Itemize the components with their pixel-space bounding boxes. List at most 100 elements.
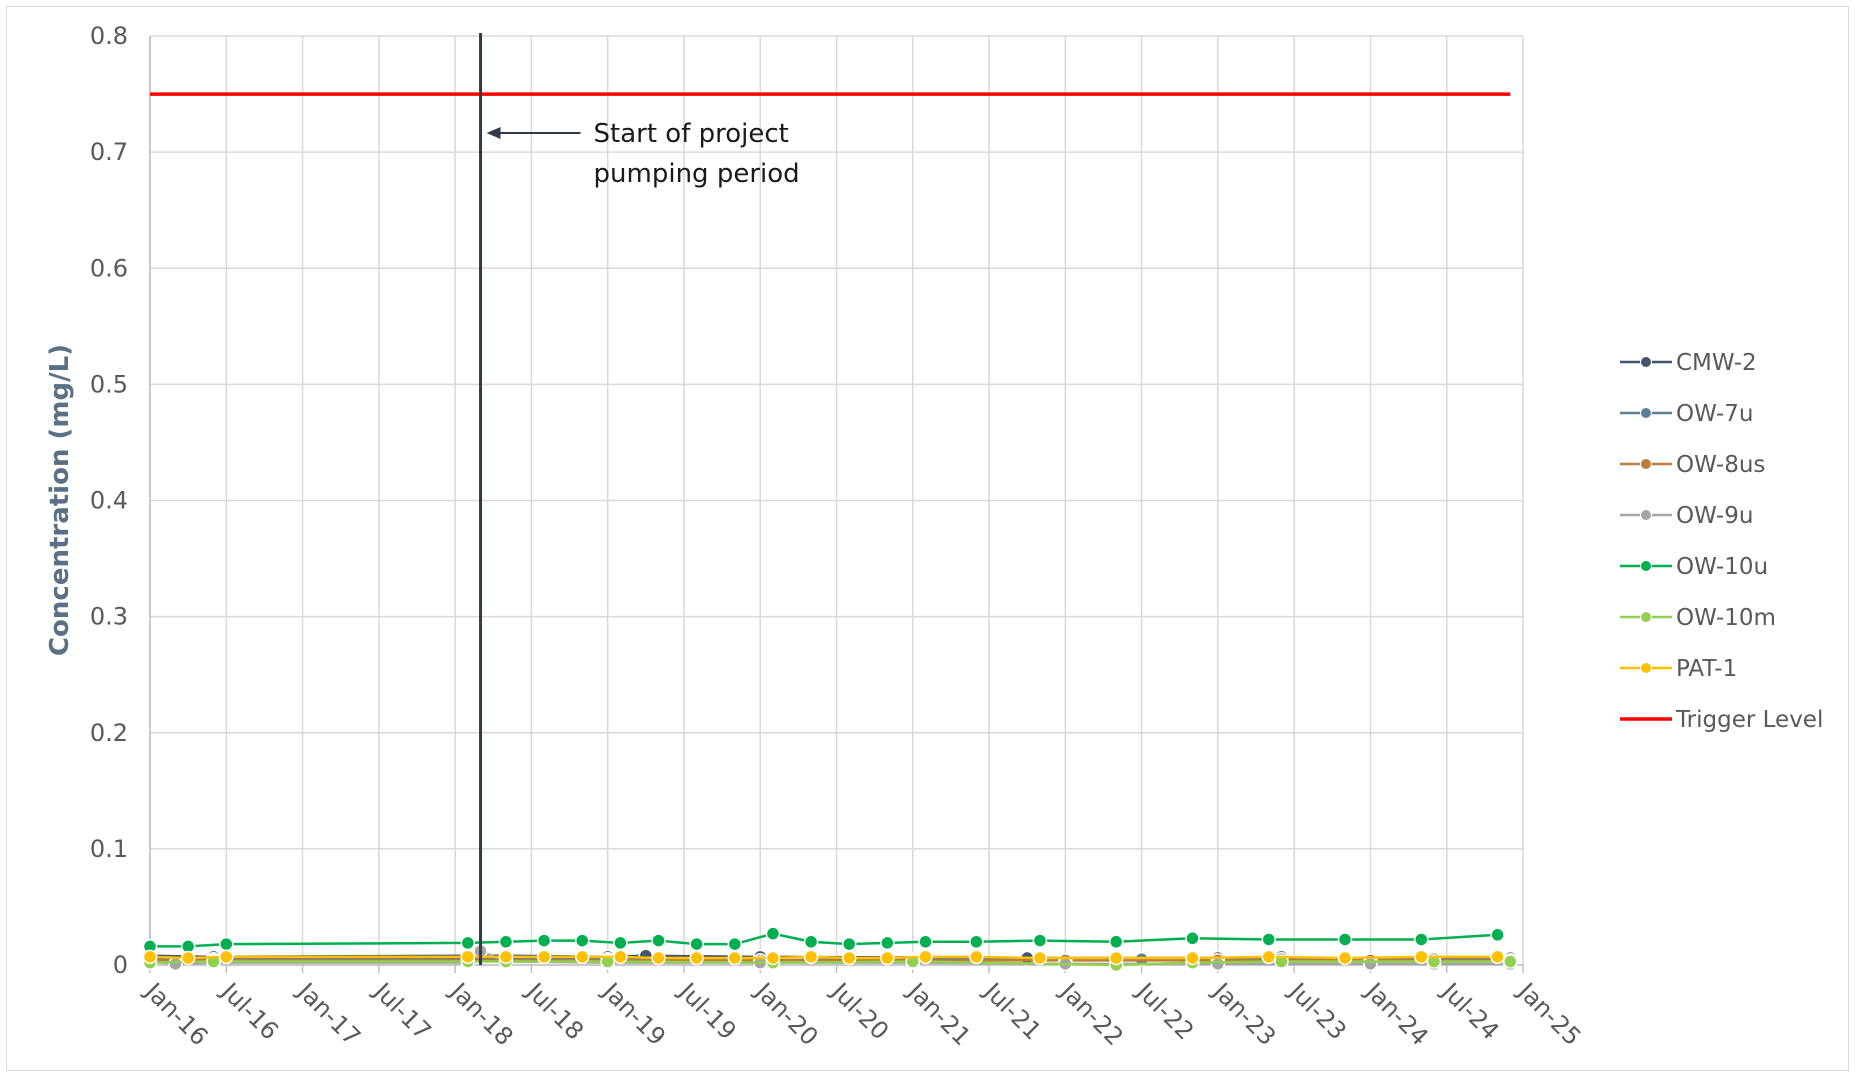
legend-marker-ow-10u xyxy=(1640,560,1652,572)
data-point-pat-1 xyxy=(498,949,514,965)
y-tick-label: 0.8 xyxy=(90,22,128,50)
y-tick-label: 0.1 xyxy=(90,835,128,863)
series-pat-1 xyxy=(142,949,1505,966)
annotation-text-line-1: Start of project xyxy=(594,119,789,149)
data-point-ow-9u xyxy=(168,956,183,972)
data-point-ow-10u xyxy=(1261,932,1276,947)
x-tick-label: Jan-25 xyxy=(1511,976,1586,1051)
data-point-pat-1 xyxy=(1261,949,1276,965)
series-line-ow-10u xyxy=(150,932,1498,948)
legend-item-trigger-level: Trigger Level xyxy=(1620,707,1823,733)
x-tick-label: Jul-20 xyxy=(825,976,894,1045)
legend-label-ow-8us: OW-8us xyxy=(1676,452,1765,478)
annotation-arrowhead xyxy=(486,127,501,139)
legend-item-ow-9u: OW-9u xyxy=(1620,503,1753,529)
data-point-ow-10u xyxy=(803,934,819,950)
x-tick-label: Jul-24 xyxy=(1435,976,1504,1045)
data-point-ow-10m xyxy=(1503,954,1518,969)
x-tick-label: Jul-16 xyxy=(215,976,284,1045)
legend-marker-pat-1 xyxy=(1640,662,1652,674)
data-point-ow-10m xyxy=(1426,954,1442,969)
data-point-ow-10u xyxy=(765,926,781,941)
series-line-pat-1 xyxy=(149,955,1498,960)
legend-item-pat-1: PAT-1 xyxy=(1620,656,1737,682)
data-point-pat-1 xyxy=(142,949,158,965)
x-tick-label: Jul-17 xyxy=(367,976,436,1045)
data-point-ow-10u xyxy=(219,936,234,952)
x-tick-label: Jan-21 xyxy=(901,976,976,1051)
y-tick-label: 0.2 xyxy=(90,719,128,747)
x-tick-label: Jul-22 xyxy=(1130,976,1199,1045)
data-point-pat-1 xyxy=(1490,949,1505,965)
series-line-ow-10m xyxy=(149,960,1511,967)
data-point-ow-10u xyxy=(1108,934,1124,950)
legend-label-ow-10m: OW-10m xyxy=(1676,605,1776,631)
data-point-ow-10u xyxy=(1185,931,1200,946)
data-point-ow-10u xyxy=(918,934,933,950)
data-point-ow-10m xyxy=(600,954,615,969)
y-tick-label: 0.6 xyxy=(90,254,128,282)
data-point-ow-10u xyxy=(574,933,590,948)
data-point-ow-10u xyxy=(841,936,857,952)
grid xyxy=(149,35,1524,966)
data-point-pat-1 xyxy=(180,950,196,966)
y-tick-label: 0 xyxy=(113,951,128,979)
data-point-pat-1 xyxy=(765,950,781,966)
data-point-pat-1 xyxy=(689,950,704,966)
x-axis: Jan-16 Jul-16 Jan-17 Jul-17 Jan-18 Jul-18 Jan-… xyxy=(138,965,1586,1051)
data-point-ow-10u xyxy=(727,936,743,952)
x-tick-label: Jan-22 xyxy=(1054,976,1129,1051)
x-tick-label: Jul-18 xyxy=(520,976,589,1045)
legend-label-ow-9u: OW-9u xyxy=(1676,503,1753,529)
data-point-pat-1 xyxy=(841,950,857,966)
data-point-ow-9u xyxy=(1210,956,1226,972)
legend-item-ow-8us: OW-8us xyxy=(1620,452,1765,478)
data-point-pat-1 xyxy=(651,950,666,966)
data-point-ow-10u xyxy=(1490,927,1505,943)
series-ow-10m xyxy=(142,954,1518,973)
chart-frame xyxy=(6,6,1849,1071)
x-tick-label: Jan-19 xyxy=(596,976,671,1051)
legend-marker-ow-7u xyxy=(1640,407,1652,419)
data-point-pat-1 xyxy=(219,949,234,965)
data-point-pat-1 xyxy=(536,949,552,965)
y-axis: 0 0.1 0.2 0.3 0.4 0.5 0.6 0.7 0.8 xyxy=(90,22,128,979)
legend-marker-ow-10m xyxy=(1640,611,1652,623)
legend-label-trigger-level: Trigger Level xyxy=(1675,707,1823,733)
data-point-ow-10u xyxy=(969,934,984,950)
x-tick-label: Jan-24 xyxy=(1359,976,1434,1051)
legend-item-cmw-2: CMW-2 xyxy=(1620,350,1757,376)
legend-item-ow-10m: OW-10m xyxy=(1620,605,1776,631)
annotation: Start of project pumping period xyxy=(479,33,800,965)
data-point-ow-10u xyxy=(689,936,704,952)
legend-item-ow-7u: OW-7u xyxy=(1620,401,1753,427)
data-point-ow-10u xyxy=(1337,932,1353,947)
data-point-pat-1 xyxy=(574,949,590,965)
legend-label-ow-10u: OW-10u xyxy=(1676,554,1768,580)
x-tick-label: Jan-18 xyxy=(443,976,518,1051)
x-tick-label: Jan-16 xyxy=(138,976,213,1051)
legend-marker-ow-9u xyxy=(1640,509,1652,521)
data-point-ow-10u xyxy=(613,935,628,951)
y-tick-label: 0.3 xyxy=(90,603,128,631)
data-point-pat-1 xyxy=(1108,950,1124,966)
data-point-ow-10u xyxy=(880,935,895,951)
data-point-pat-1 xyxy=(727,950,743,966)
y-tick-label: 0.7 xyxy=(90,138,128,166)
x-tick-label: Jan-17 xyxy=(291,976,366,1051)
data-point-pat-1 xyxy=(803,949,819,965)
legend-item-ow-10u: OW-10u xyxy=(1620,554,1768,580)
legend-label-pat-1: PAT-1 xyxy=(1676,656,1737,682)
data-point-pat-1 xyxy=(1185,950,1200,966)
data-point-pat-1 xyxy=(969,949,984,965)
series-group xyxy=(142,92,1518,973)
data-point-ow-9u xyxy=(1363,956,1378,972)
y-axis-label: Concentration (mg/L) xyxy=(45,344,75,656)
y-tick-label: 0.4 xyxy=(90,487,128,515)
data-point-pat-1 xyxy=(880,950,895,966)
data-point-pat-1 xyxy=(918,949,933,965)
legend-label-cmw-2: CMW-2 xyxy=(1676,350,1757,376)
annotation-text-line-2: pumping period xyxy=(594,159,800,189)
x-tick-label: Jan-20 xyxy=(749,976,824,1051)
